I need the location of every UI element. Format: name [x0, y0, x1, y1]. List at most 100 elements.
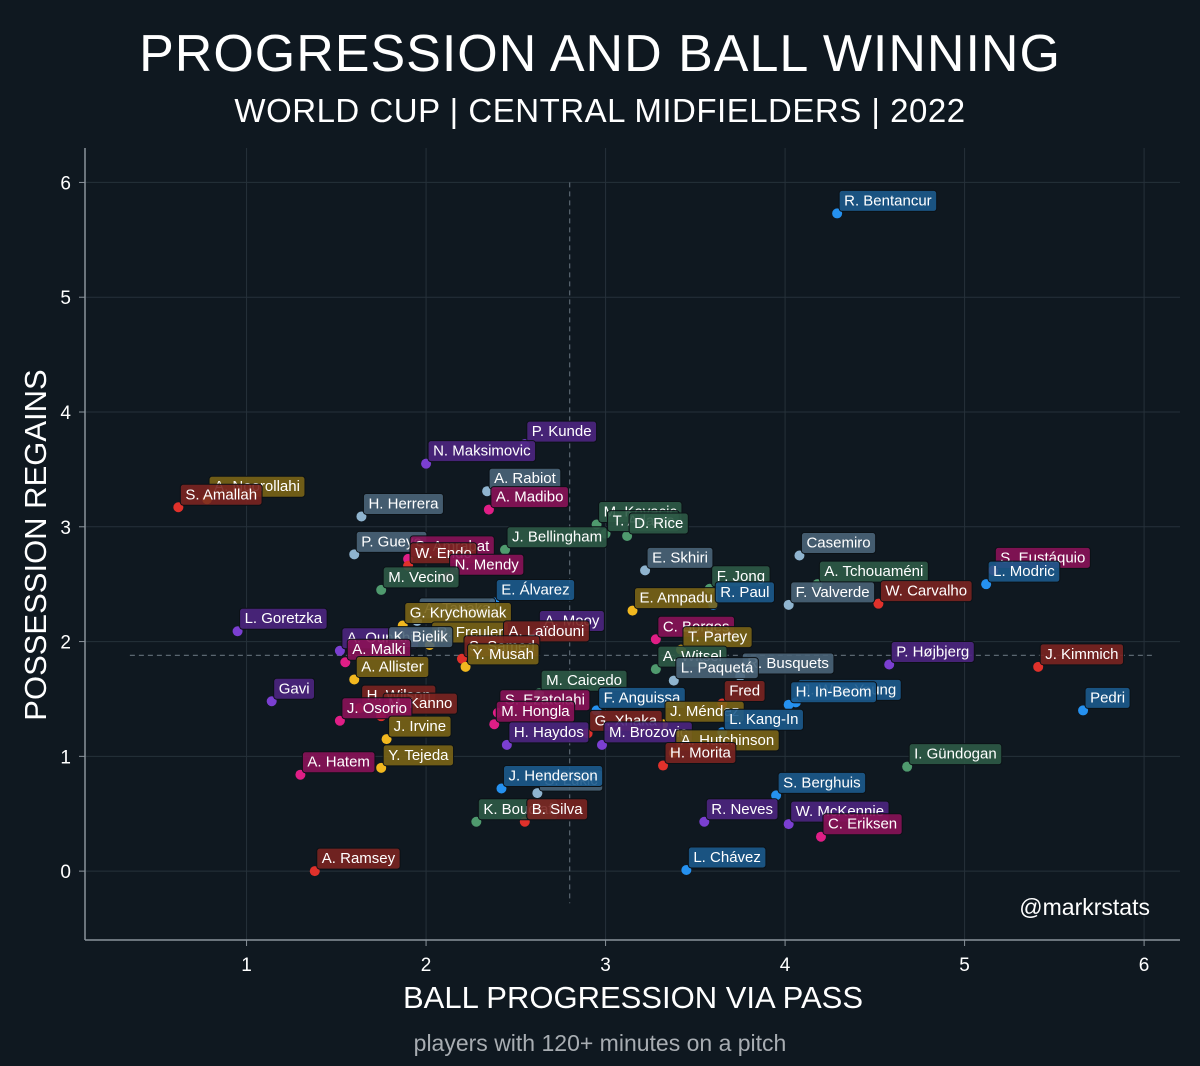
- label-text: Casemiro: [806, 534, 870, 551]
- label-text: P. Kunde: [532, 423, 592, 440]
- label-box: [355, 655, 430, 678]
- label-text: S. Amallah: [185, 486, 257, 503]
- label-text: A. Ramsey: [322, 850, 396, 867]
- y-tick-label: 3: [60, 518, 71, 539]
- label-box: [646, 546, 714, 569]
- label-text: J. Henderson: [508, 767, 597, 784]
- label-text: N. Mendy: [455, 556, 520, 573]
- label-text: W. Carvalho: [885, 583, 967, 600]
- label-box: [628, 512, 689, 535]
- point-label: J. Bellingham: [506, 526, 608, 549]
- label-text: P. Højbjerg: [896, 644, 969, 661]
- label-text: J. Kimmich: [1045, 646, 1118, 663]
- point-label: F. Anguissa: [598, 686, 686, 709]
- y-tick-label: 2: [60, 633, 71, 654]
- point-label: A. Hatem: [301, 751, 376, 774]
- label-box: [449, 553, 525, 576]
- point-label: Pedri: [1084, 686, 1131, 709]
- label-text: E. Ampadu: [640, 590, 713, 607]
- label-box: [273, 677, 316, 700]
- point-label: E. Ampadu: [634, 587, 719, 610]
- point-label: Casemiro: [800, 531, 877, 554]
- x-tick-label: 6: [1139, 955, 1150, 976]
- label-text: B. Silva: [532, 801, 584, 818]
- label-box: [598, 686, 686, 709]
- label-text: L. Modric: [993, 563, 1055, 580]
- chart-title: PROGRESSION AND BALL WINNING: [139, 25, 1061, 83]
- label-box: [890, 641, 975, 664]
- label-box: [687, 846, 767, 869]
- label-text: M. Brozovic: [609, 724, 688, 741]
- label-box: [239, 607, 328, 630]
- y-tick-label: 6: [60, 173, 71, 194]
- label-box: [987, 560, 1061, 583]
- label-text: T. Partey: [688, 629, 748, 646]
- label-box: [490, 486, 569, 509]
- point-label: M. Caicedo: [540, 669, 628, 692]
- label-box: [467, 643, 540, 666]
- point-label: S. Berghuis: [777, 771, 867, 794]
- label-box: [382, 566, 460, 589]
- label-text: S. Berghuis: [783, 774, 861, 791]
- label-text: L. Goretzka: [245, 610, 323, 627]
- label-box: [879, 580, 973, 603]
- label-text: G. Krychowiak: [410, 604, 507, 621]
- point-label: L. Paquetá: [675, 657, 759, 680]
- label-box: [838, 189, 938, 212]
- grid: [85, 148, 1180, 940]
- label-text: A. Allister: [361, 658, 424, 675]
- label-box: [316, 847, 401, 870]
- point-label: J. Kimmich: [1039, 643, 1125, 666]
- label-text: R. Neves: [711, 801, 773, 818]
- label-text: A. Madibo: [496, 489, 564, 506]
- label-box: [714, 581, 775, 604]
- label-box: [301, 751, 376, 774]
- label-text: C. Eriksen: [828, 816, 897, 833]
- point-label: E. Skhiri: [646, 546, 714, 569]
- label-box: [388, 715, 452, 738]
- label-text: M. Hongla: [501, 703, 570, 720]
- label-text: A. Hatem: [307, 754, 370, 771]
- label-text: H. Herrera: [368, 495, 439, 512]
- label-text: N. Maksimovic: [433, 443, 531, 460]
- point-label: R. Bentancur: [838, 189, 938, 212]
- point-label: A. Rabiot: [488, 467, 562, 490]
- y-tick-label: 1: [60, 747, 71, 768]
- point-label: D. Rice: [628, 512, 689, 535]
- point-label: A. Allister: [355, 655, 430, 678]
- point-label: F. Valverde: [790, 581, 876, 604]
- label-box: [506, 526, 608, 549]
- data-points: [173, 208, 1089, 877]
- label-text: I. Gündogan: [914, 746, 997, 763]
- point-label: E. Álvarez: [495, 579, 576, 602]
- label-text: Y. Tejeda: [388, 747, 449, 764]
- label-text: F. Anguissa: [604, 689, 681, 706]
- point-label: H. In-Beom: [790, 681, 878, 704]
- point-label: P. Kunde: [526, 420, 598, 443]
- label-box: [179, 483, 263, 506]
- point-label: A. Malki: [346, 638, 412, 661]
- point-label: M. Brozovic: [603, 721, 693, 744]
- point-label: A. Ramsey: [316, 847, 401, 870]
- point-label: J. Osorio: [341, 697, 413, 720]
- watermark: @markrstats: [1019, 894, 1150, 920]
- label-text: Y. Musah: [473, 646, 534, 663]
- label-box: [675, 657, 759, 680]
- x-tick-label: 2: [421, 955, 432, 976]
- point-label: P. Højbjerg: [890, 641, 975, 664]
- label-text: Fred: [729, 683, 760, 700]
- point-label: T. Partey: [682, 626, 753, 649]
- x-tick-label: 3: [600, 955, 611, 976]
- point-label: A. Madibo: [490, 486, 569, 509]
- label-text: J. Irvine: [394, 718, 447, 735]
- label-box: [382, 744, 455, 767]
- label-box: [495, 579, 576, 602]
- point-label: M. Vecino: [382, 566, 460, 589]
- y-tick-label: 5: [60, 288, 71, 309]
- label-box: [526, 798, 589, 821]
- label-text: E. Álvarez: [501, 582, 569, 599]
- label-text: R. Busquets: [747, 655, 829, 672]
- point-label: H. Morita: [664, 742, 737, 765]
